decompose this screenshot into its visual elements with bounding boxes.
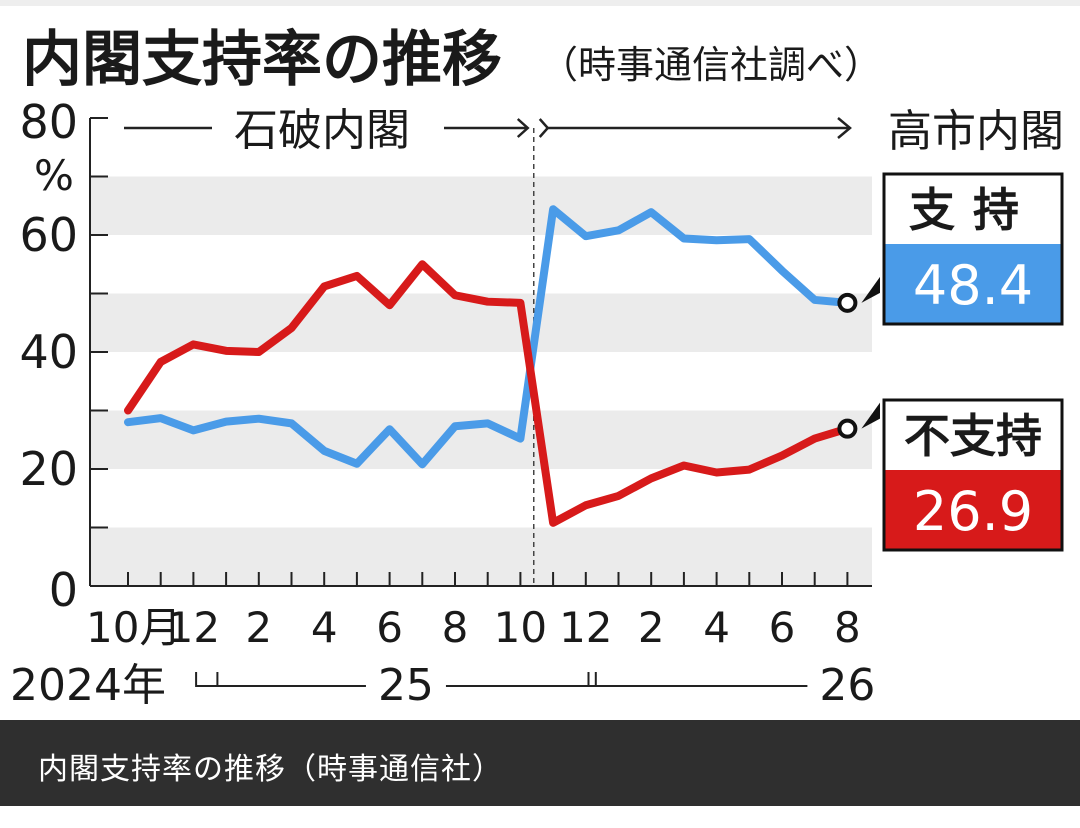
period-arrow-head xyxy=(837,117,852,139)
end-point-marker xyxy=(837,292,858,313)
chart-title: 内閣支持率の推移 xyxy=(22,25,502,95)
caption-bar: 内閣支持率の推移（時事通信社） xyxy=(0,720,1080,806)
year-label: 26 xyxy=(819,660,875,711)
end-value-label: 26.9 xyxy=(913,480,1033,543)
caption-text: 内閣支持率の推移（時事通信社） xyxy=(38,752,503,787)
grid-band xyxy=(90,176,872,235)
y-tick-label: 20 xyxy=(19,442,78,496)
x-tick-label: 4 xyxy=(311,603,338,652)
period-annotations: 石破内閣 高市内閣 xyxy=(124,105,1064,586)
x-tick-label: 6 xyxy=(769,603,796,652)
top-rule xyxy=(0,0,1080,6)
x-tick-label: 12 xyxy=(167,603,220,652)
axes xyxy=(89,117,872,587)
series-line-disapprove xyxy=(124,260,852,527)
grid-band xyxy=(90,410,872,469)
x-tick-label: 10月 xyxy=(86,603,181,652)
year-label: 2024年 xyxy=(10,660,166,711)
end-label-pointer xyxy=(861,402,880,429)
series-line-approve xyxy=(124,205,852,469)
x-tick-label: 8 xyxy=(442,603,469,652)
chart-subtitle: （時事通信社調べ） xyxy=(540,43,882,87)
year-labels: 2024年 25 26 xyxy=(10,660,875,711)
period-label-before: 石破内閣 xyxy=(234,105,410,156)
x-tick-label: 2 xyxy=(638,603,665,652)
y-axis-unit: % xyxy=(34,151,74,200)
y-tick-labels: 0 20 40 60 80 xyxy=(19,95,78,617)
x-tick-label: 12 xyxy=(559,603,612,652)
x-tick-label: 4 xyxy=(703,603,730,652)
y-tick-label: 80 xyxy=(19,95,78,149)
end-value-label: 48.4 xyxy=(913,254,1033,317)
grid-band xyxy=(90,527,872,586)
x-tick-label: 6 xyxy=(376,603,403,652)
y-tick-label: 40 xyxy=(19,325,78,379)
period-label-after: 高市内閣 xyxy=(888,106,1064,157)
x-tick-label: 10 xyxy=(494,603,547,652)
y-tick-label: 0 xyxy=(49,563,78,617)
year-label: 25 xyxy=(378,660,434,711)
x-tick-label: 2 xyxy=(245,603,272,652)
end-label-pointer xyxy=(861,276,880,303)
x-tick-label: 8 xyxy=(834,603,861,652)
series-lines xyxy=(124,205,852,527)
end-point-marker xyxy=(837,418,858,439)
chart-figure: 内閣支持率の推移 （時事通信社調べ） % 0 20 40 60 80 10月 12 2 4 6 8… xyxy=(0,0,1080,711)
end-value-fill xyxy=(885,244,1061,323)
bottom-strip xyxy=(0,806,1080,828)
end-value-fill xyxy=(885,470,1061,549)
year-bracket xyxy=(587,672,808,687)
end-labels: 支持 48.4 不支持 26.9 xyxy=(837,172,1064,552)
year-bracket xyxy=(195,672,366,687)
y-tick-label: 60 xyxy=(19,208,78,262)
series-name-label: 支持 xyxy=(909,183,1037,237)
period-arrow-head xyxy=(516,118,530,138)
series-name-label: 不支持 xyxy=(904,409,1042,463)
